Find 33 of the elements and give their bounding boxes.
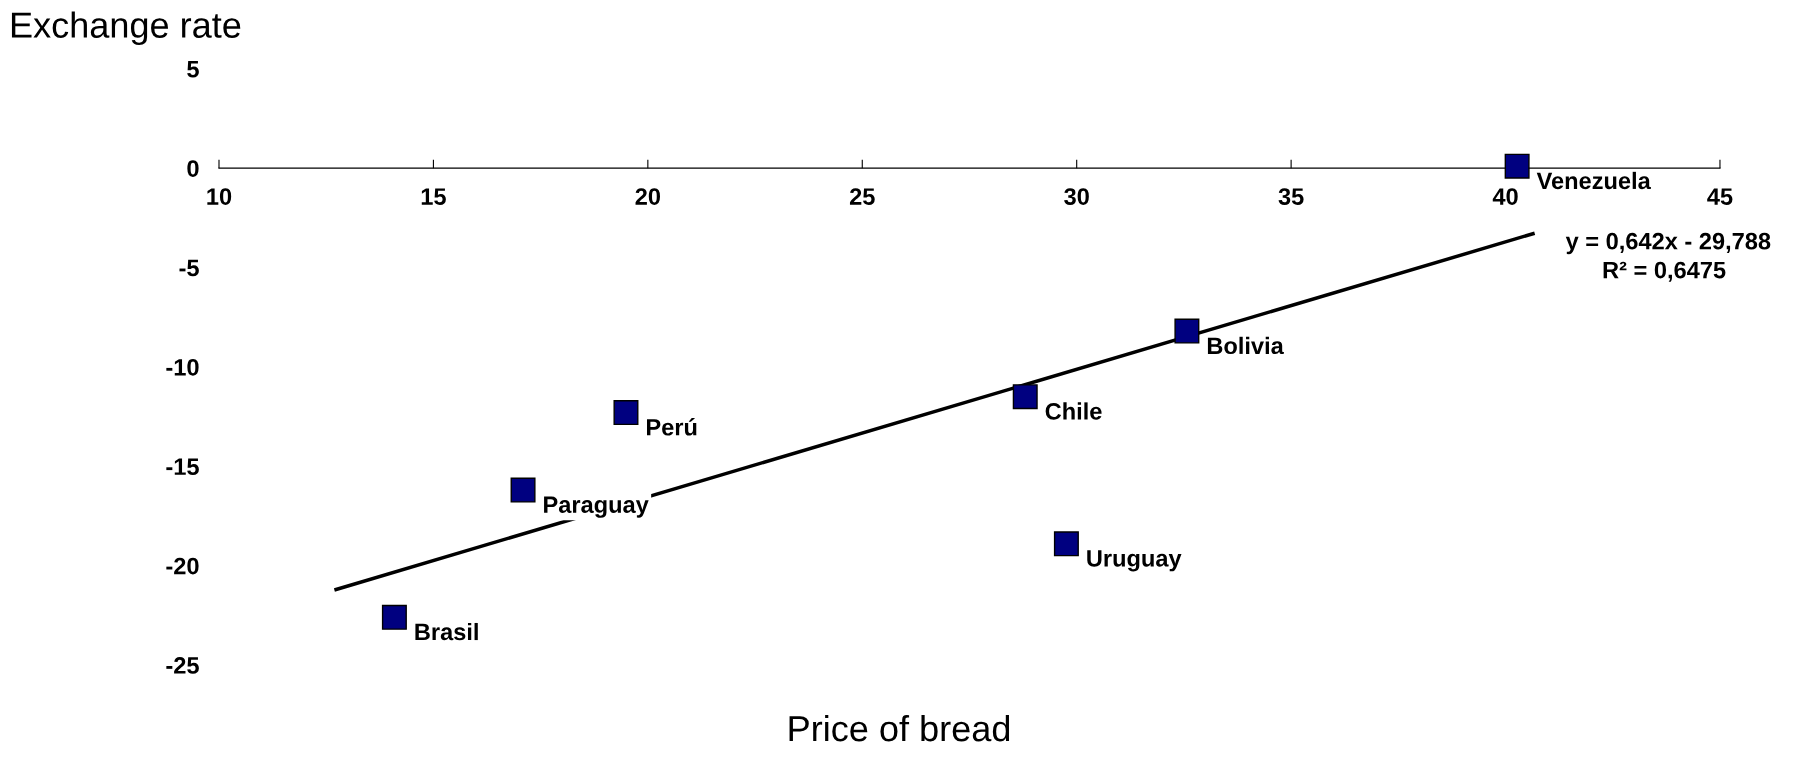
y-tick-label: -25: [166, 657, 199, 674]
series-label: Paraguay: [544, 496, 649, 518]
y-tick-label: -20: [166, 557, 199, 575]
y-tick-label: 5: [187, 61, 199, 78]
y-tick-label: -15: [166, 458, 199, 476]
annotation: R² = 0,6475: [1603, 261, 1726, 282]
annotation: y = 0,642x - 29,788: [1565, 232, 1771, 255]
y-tick-label: -5: [179, 259, 199, 277]
x-axis-title: Price of bread: [789, 714, 1010, 742]
point: [1012, 384, 1038, 410]
series-label: Brasil: [415, 622, 478, 641]
series-label: Uruguay: [1087, 550, 1182, 572]
point: [510, 477, 536, 503]
series-label: Chile: [1045, 402, 1102, 420]
x-tick-label: 25: [849, 188, 875, 205]
point: [1504, 153, 1530, 179]
point: [381, 604, 407, 630]
y-tick-label: -10: [166, 358, 199, 376]
x-tick-label: 15: [421, 188, 446, 205]
x-tick-label: 20: [635, 188, 661, 205]
series-label: Bolivia: [1207, 336, 1284, 355]
x-tick-label: 35: [1278, 188, 1304, 205]
point: [613, 400, 639, 426]
series-label: Venezuela: [1536, 171, 1651, 190]
x-tick-label: 30: [1064, 188, 1089, 205]
x-tick-label: 40: [1492, 188, 1518, 205]
point: [1053, 531, 1079, 557]
point: [1174, 318, 1200, 344]
y-axis-title: Exchange rate: [11, 11, 241, 46]
x-tick-label: 10: [207, 188, 232, 205]
series-label: Perú: [647, 418, 697, 436]
x-tick-label: 45: [1707, 188, 1733, 205]
y-tick-label: 0: [187, 160, 199, 177]
